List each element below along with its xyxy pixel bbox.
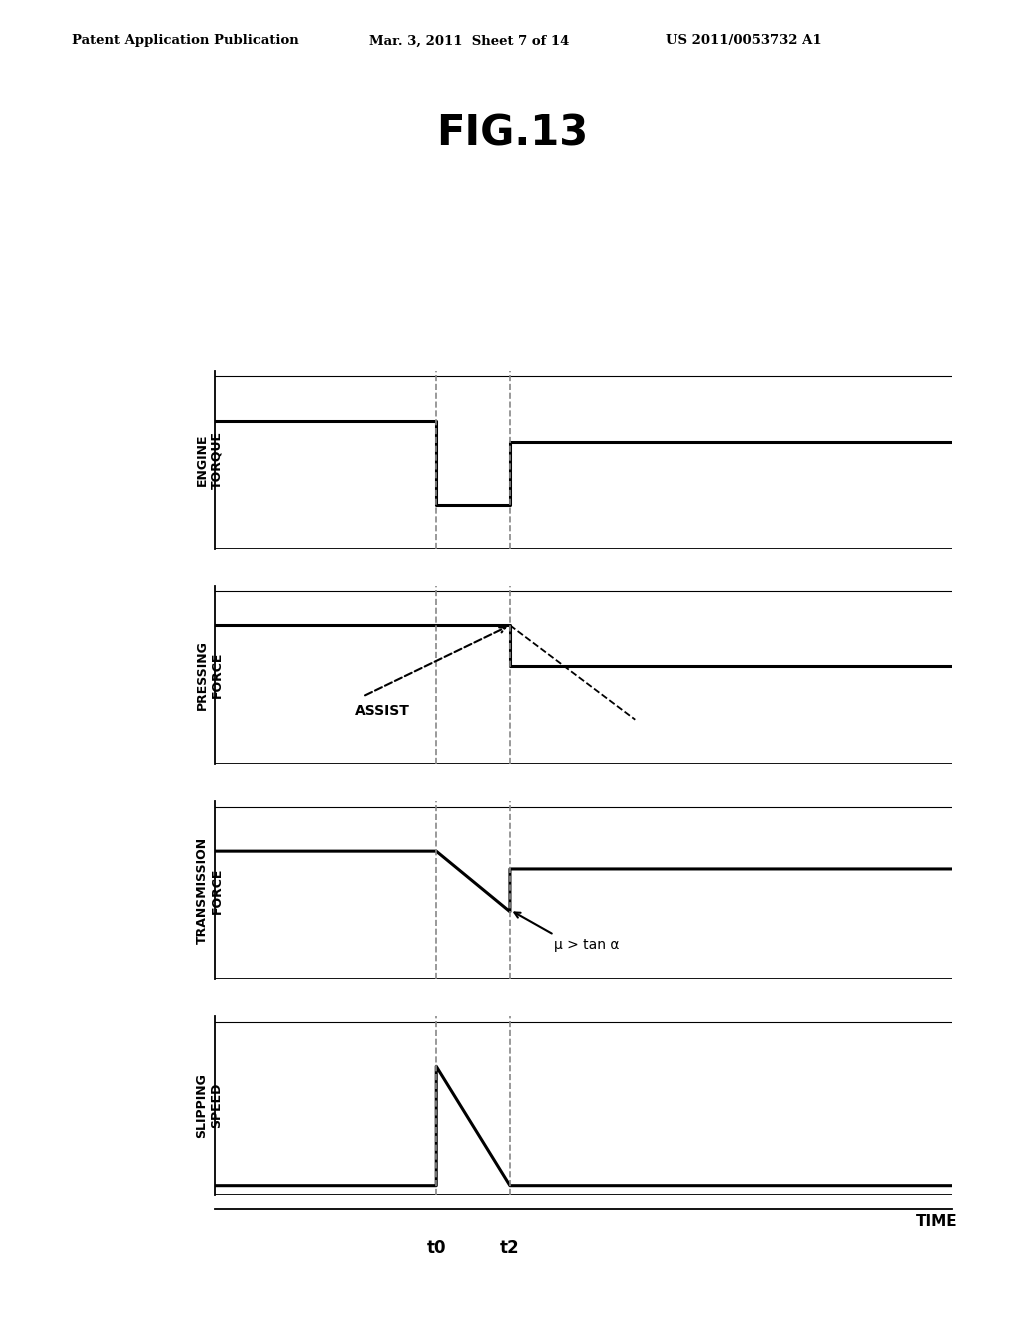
Text: μ > tan α: μ > tan α <box>554 939 620 953</box>
Text: FIG.13: FIG.13 <box>436 112 588 154</box>
Y-axis label: ENGINE
TORQUE: ENGINE TORQUE <box>196 432 223 488</box>
Text: Patent Application Publication: Patent Application Publication <box>72 34 298 48</box>
Text: ASSIST: ASSIST <box>355 704 410 718</box>
Text: t0: t0 <box>426 1239 446 1257</box>
Text: Mar. 3, 2011  Sheet 7 of 14: Mar. 3, 2011 Sheet 7 of 14 <box>369 34 569 48</box>
Y-axis label: SLIPPING
SPEED: SLIPPING SPEED <box>196 1073 223 1138</box>
Y-axis label: TRANSMISSION
FORCE: TRANSMISSION FORCE <box>196 837 223 944</box>
Text: t2: t2 <box>500 1239 520 1257</box>
Text: US 2011/0053732 A1: US 2011/0053732 A1 <box>666 34 821 48</box>
Y-axis label: PRESSING
FORCE: PRESSING FORCE <box>196 640 223 710</box>
Text: TIME: TIME <box>915 1213 957 1229</box>
